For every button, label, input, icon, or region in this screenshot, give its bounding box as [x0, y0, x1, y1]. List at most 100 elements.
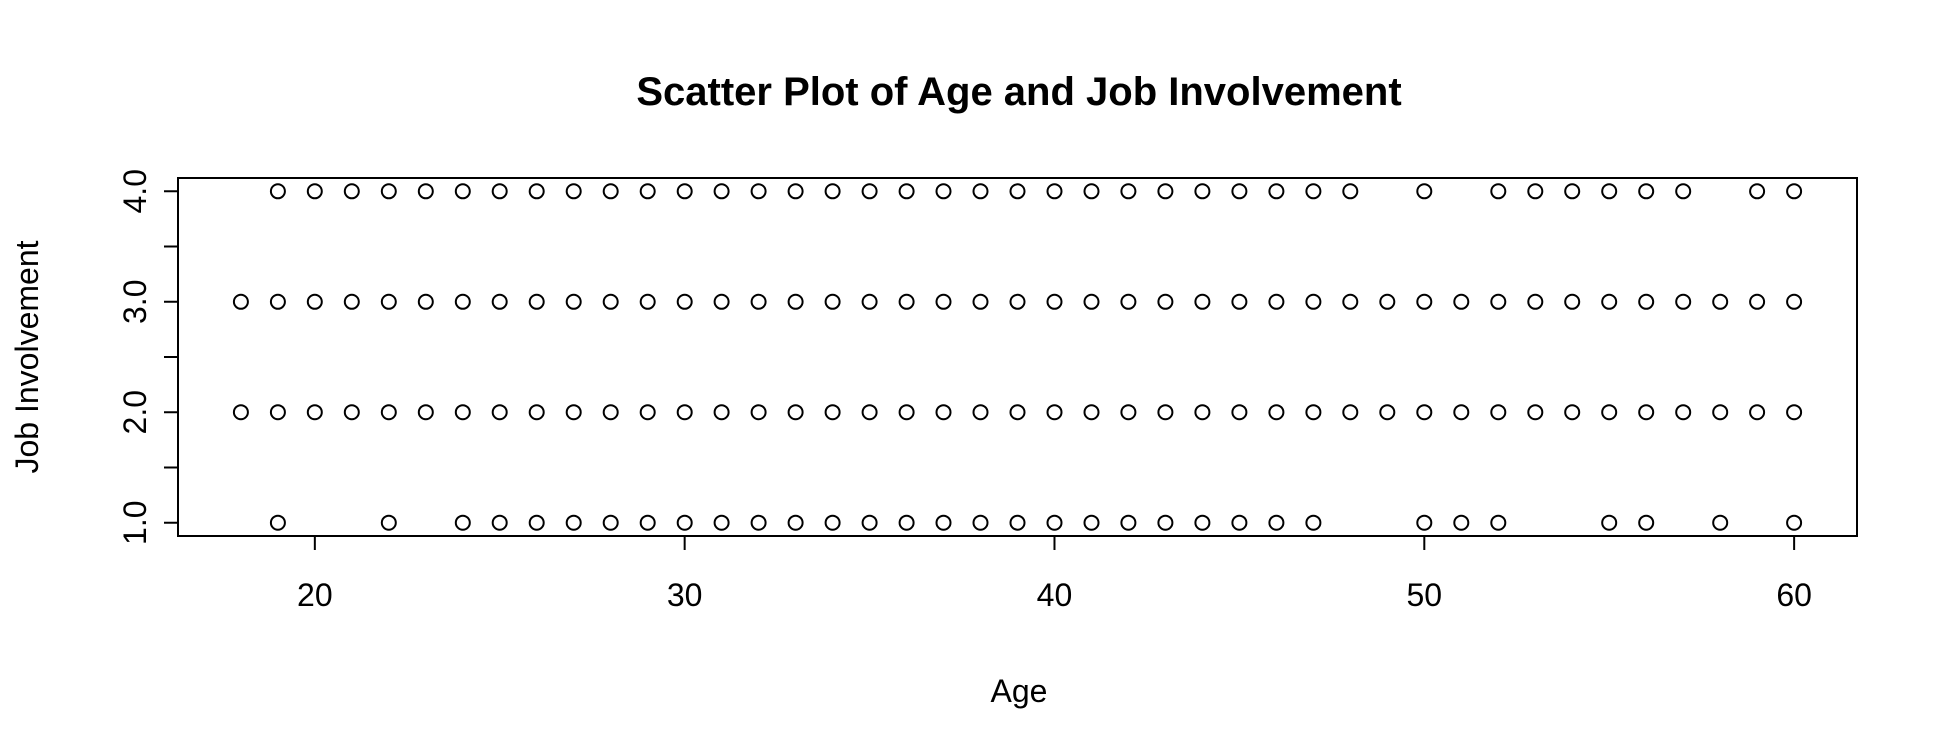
data-point: [1527, 293, 1544, 310]
data-point: [1157, 293, 1174, 310]
data-point: [1342, 183, 1359, 200]
data-point: [1194, 293, 1211, 310]
data-point: [491, 514, 508, 531]
data-point: [1527, 404, 1544, 421]
data-point: [935, 293, 952, 310]
y-tick-label: 3.0: [117, 280, 153, 324]
data-point: [1342, 293, 1359, 310]
data-point: [269, 404, 286, 421]
data-point: [713, 183, 730, 200]
data-point: [269, 183, 286, 200]
data-point: [676, 514, 693, 531]
data-point: [861, 293, 878, 310]
data-point: [1379, 293, 1396, 310]
data-point: [713, 293, 730, 310]
data-point: [1046, 293, 1063, 310]
data-point: [1046, 514, 1063, 531]
data-point: [1453, 293, 1470, 310]
data-point: [1416, 293, 1433, 310]
x-tick-label: 30: [667, 577, 703, 613]
data-point: [1120, 183, 1137, 200]
data-point: [1231, 293, 1248, 310]
data-point: [1601, 183, 1618, 200]
data-point: [1712, 293, 1729, 310]
data-point: [1157, 514, 1174, 531]
data-point: [602, 183, 619, 200]
data-point: [713, 404, 730, 421]
data-point: [269, 514, 286, 531]
data-point: [1046, 183, 1063, 200]
data-point: [417, 293, 434, 310]
data-point: [1009, 514, 1026, 531]
data-point: [1564, 404, 1581, 421]
data-point: [824, 183, 841, 200]
data-point: [824, 514, 841, 531]
data-point: [380, 514, 397, 531]
data-point: [1675, 183, 1692, 200]
data-point: [713, 514, 730, 531]
x-tick-label: 40: [1037, 577, 1073, 613]
data-point: [1601, 293, 1618, 310]
data-point: [1786, 293, 1803, 310]
data-point: [935, 514, 952, 531]
y-tick-label: 2.0: [117, 390, 153, 434]
data-point: [491, 183, 508, 200]
data-point: [528, 293, 545, 310]
data-point: [1194, 514, 1211, 531]
data-point: [1083, 514, 1100, 531]
data-point: [232, 404, 249, 421]
data-point: [1157, 183, 1174, 200]
data-point: [1564, 293, 1581, 310]
x-tick-label: 20: [297, 577, 333, 613]
data-point: [1120, 293, 1137, 310]
data-point: [343, 293, 360, 310]
data-point: [1712, 514, 1729, 531]
data-point: [1009, 183, 1026, 200]
data-point: [454, 404, 471, 421]
data-point: [417, 183, 434, 200]
data-point: [343, 183, 360, 200]
data-point: [565, 404, 582, 421]
data-point: [565, 293, 582, 310]
data-point: [1416, 514, 1433, 531]
data-point: [898, 293, 915, 310]
data-point: [602, 404, 619, 421]
data-point: [565, 183, 582, 200]
data-point: [1268, 404, 1285, 421]
y-tick-label: 4.0: [117, 169, 153, 213]
data-point: [1194, 404, 1211, 421]
x-tick-label: 50: [1407, 577, 1443, 613]
data-point: [1268, 293, 1285, 310]
data-point: [639, 183, 656, 200]
data-point: [1120, 404, 1137, 421]
data-point: [676, 404, 693, 421]
data-point: [750, 183, 767, 200]
data-point: [1638, 404, 1655, 421]
x-axis-label: Age: [991, 673, 1048, 709]
data-point: [454, 514, 471, 531]
x-tick-label: 60: [1776, 577, 1812, 613]
data-point: [491, 404, 508, 421]
data-point: [639, 293, 656, 310]
data-point: [1194, 183, 1211, 200]
data-point: [1786, 514, 1803, 531]
data-point: [1675, 293, 1692, 310]
data-point: [380, 293, 397, 310]
data-point: [1490, 514, 1507, 531]
data-point: [1231, 404, 1248, 421]
data-point: [1749, 404, 1766, 421]
data-point: [787, 183, 804, 200]
data-point: [898, 183, 915, 200]
data-point: [750, 404, 767, 421]
data-point: [787, 404, 804, 421]
data-point: [861, 514, 878, 531]
data-point: [454, 183, 471, 200]
data-point: [898, 514, 915, 531]
chart-title: Scatter Plot of Age and Job Involvement: [636, 70, 1401, 114]
data-point: [1749, 293, 1766, 310]
data-point: [1675, 404, 1692, 421]
data-point: [639, 404, 656, 421]
data-point: [1009, 404, 1026, 421]
data-point: [1490, 293, 1507, 310]
